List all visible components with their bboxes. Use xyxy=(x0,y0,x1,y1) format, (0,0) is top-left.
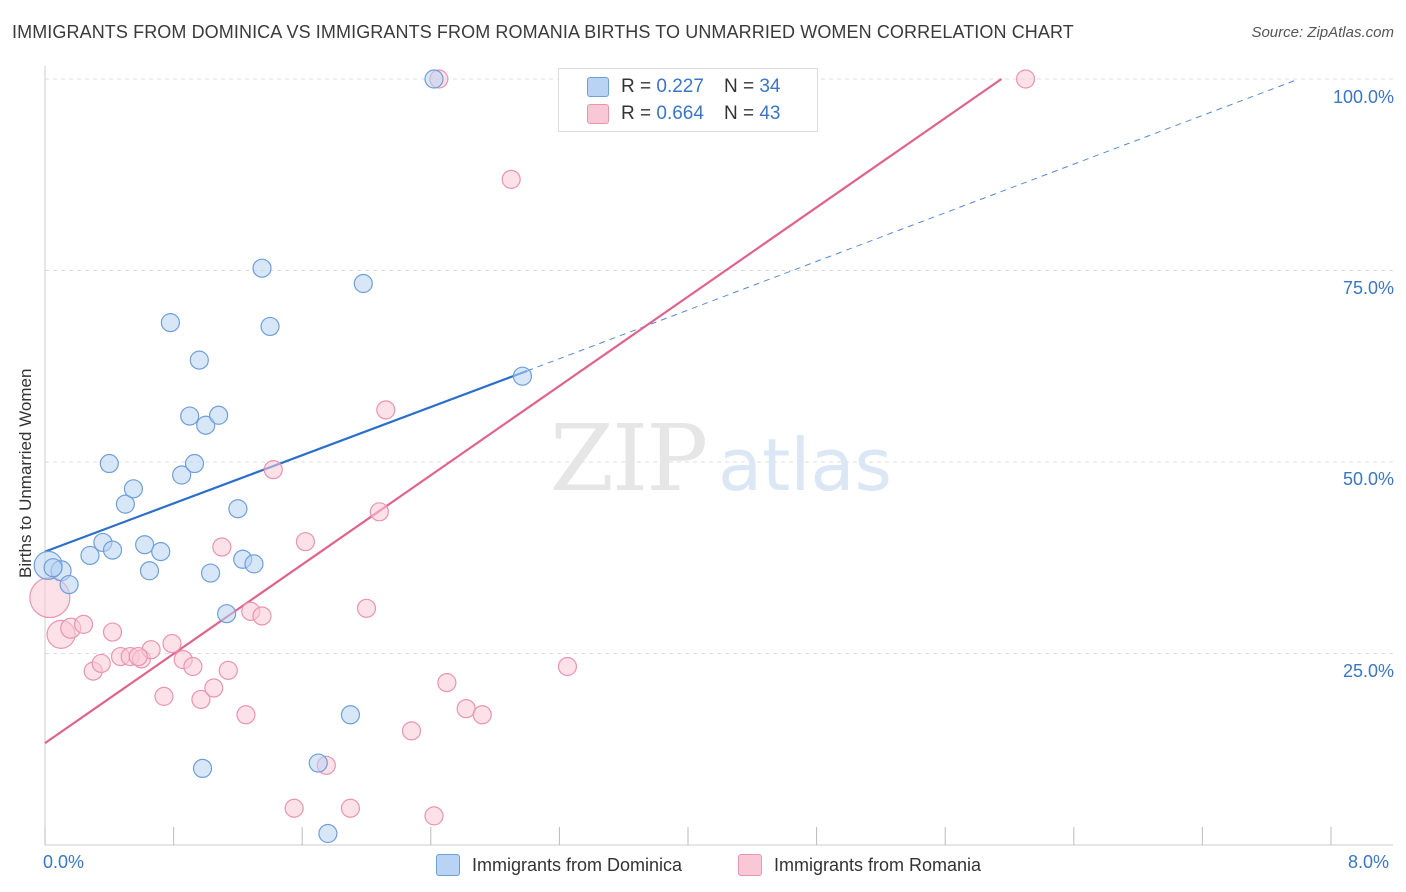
dominica-point xyxy=(228,499,248,519)
y-tick-label-50: 50.0% xyxy=(1342,469,1394,489)
y-tick-label-25: 25.0% xyxy=(1342,661,1394,681)
romania-point xyxy=(295,532,316,552)
romania-point xyxy=(183,656,203,677)
romania-point xyxy=(91,653,111,674)
dominica-point xyxy=(308,753,328,773)
legend-r-value: 0.664 xyxy=(656,103,704,124)
legend-n-value: 34 xyxy=(759,76,781,97)
dominica-point xyxy=(217,604,237,624)
romania-point xyxy=(456,699,476,719)
dominica-point xyxy=(424,69,444,89)
dominica-point xyxy=(252,258,272,278)
x-tick-label-min: 0.0% xyxy=(43,852,85,872)
romania-legend-swatch xyxy=(738,854,762,876)
dominica-point xyxy=(260,316,280,337)
dominica-point xyxy=(196,415,216,435)
chart-title: IMMIGRANTS FROM DOMINICA VS IMMIGRANTS F… xyxy=(12,22,1074,42)
romania-point xyxy=(154,686,174,706)
dominica-point xyxy=(200,563,221,583)
legend-n-value: 43 xyxy=(759,103,781,124)
dominica-point xyxy=(43,558,63,578)
romania-point xyxy=(284,798,304,818)
romania-point xyxy=(128,646,148,667)
bottom-legend-romania: Immigrants from Romania xyxy=(738,852,981,878)
romania-swatch xyxy=(587,104,609,124)
romania-point xyxy=(424,806,444,826)
x-tick-label-max: 8.0% xyxy=(1348,852,1390,872)
dominica-point xyxy=(189,350,209,370)
romania-point xyxy=(218,660,238,680)
source-credit: Source: ZipAtlas.com xyxy=(1251,24,1394,41)
dominica-point xyxy=(123,479,144,499)
stats-legend: R = 0.227 N = 34 R = 0.664 N = 43 xyxy=(558,68,818,132)
y-tick-label-100: 100.0% xyxy=(1332,87,1394,107)
dominica-point xyxy=(184,453,205,474)
romania-point xyxy=(191,689,211,710)
romania-point xyxy=(369,502,389,522)
romania-point xyxy=(376,400,396,420)
dominica-point xyxy=(512,366,533,386)
romania-point xyxy=(1015,69,1036,89)
romania-point xyxy=(252,606,272,626)
dominica-legend-swatch xyxy=(436,854,460,876)
bottom-legend-dominica: Immigrants from Dominica xyxy=(436,852,682,878)
dominica-swatch xyxy=(587,77,609,97)
romania-point xyxy=(263,460,283,480)
dominica-point xyxy=(115,494,135,514)
romania-point xyxy=(437,673,457,693)
dominica-point xyxy=(135,535,155,555)
romania-point xyxy=(102,622,123,642)
legend-n-label: N = xyxy=(723,76,755,97)
legend-r-label: R = xyxy=(621,103,652,124)
romania-point xyxy=(340,798,361,818)
romania-point xyxy=(73,614,94,634)
romania-point xyxy=(212,537,232,557)
romania-trend-line xyxy=(44,78,1003,745)
romania-point xyxy=(236,705,256,725)
dominica-point xyxy=(353,273,373,294)
romania-legend-label: Immigrants from Romania xyxy=(774,854,982,875)
watermark: ZIP atlas xyxy=(550,405,892,512)
dominica-point xyxy=(139,561,160,581)
legend-row-romania: R = 0.664 N = 43 xyxy=(587,102,780,126)
romania-point xyxy=(162,633,182,654)
dominica-point xyxy=(151,542,171,562)
dominica-point xyxy=(180,406,200,426)
watermark-zip: ZIP xyxy=(550,405,706,512)
romania-point xyxy=(472,705,492,725)
dominica-point xyxy=(318,823,338,844)
watermark-atlas: atlas xyxy=(718,423,892,507)
dominica-point xyxy=(59,574,79,595)
romania-point xyxy=(501,169,521,189)
legend-row-dominica: R = 0.227 N = 34 xyxy=(587,75,780,99)
dominica-trend-line xyxy=(44,369,528,553)
dominica-legend-label: Immigrants from Dominica xyxy=(472,854,683,875)
trend-lines xyxy=(44,78,1300,745)
dominica-point xyxy=(80,545,100,566)
legend-r-label: R = xyxy=(621,76,652,97)
legend-n-label: N = xyxy=(723,103,755,124)
y-axis-label: Births to Unmarried Women xyxy=(16,368,35,578)
dominica-point xyxy=(102,540,123,560)
legend-r-value: 0.227 xyxy=(656,76,704,97)
romania-point xyxy=(356,598,377,618)
romania-point xyxy=(401,721,422,741)
dominica-point xyxy=(172,465,192,485)
dominica-point xyxy=(160,312,180,333)
dominica-point xyxy=(192,758,213,779)
dominica-point xyxy=(244,554,264,574)
y-tick-label-75: 75.0% xyxy=(1342,278,1394,298)
dominica-trend-extension xyxy=(527,78,1300,372)
dominica-point xyxy=(99,453,119,474)
romania-point xyxy=(204,678,224,698)
dominica-point xyxy=(209,405,229,425)
dominica-point xyxy=(340,705,361,725)
axes xyxy=(44,66,1393,846)
romania-point xyxy=(557,656,578,677)
